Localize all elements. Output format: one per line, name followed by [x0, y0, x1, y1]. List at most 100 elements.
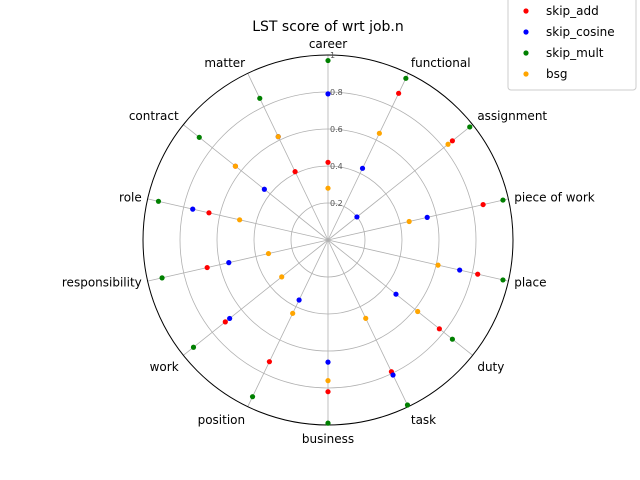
category-label: duty	[477, 360, 504, 374]
legend-label: skip_mult	[546, 46, 604, 60]
category-label: task	[411, 413, 436, 427]
series-skip_add	[204, 90, 486, 395]
data-point	[325, 91, 331, 97]
category-label: piece of work	[514, 190, 595, 204]
data-point	[206, 210, 212, 216]
data-point	[190, 344, 197, 350]
data-point	[325, 389, 331, 395]
category-label: role	[119, 190, 142, 204]
legend-label: skip_add	[546, 4, 599, 18]
data-point	[406, 218, 412, 225]
data-point	[415, 308, 421, 315]
data-point	[204, 264, 210, 271]
series-bsg	[232, 130, 451, 384]
data-point	[457, 267, 463, 273]
r-tick-label: 0.8	[330, 88, 343, 97]
data-point	[190, 206, 196, 212]
data-point	[480, 201, 486, 208]
data-point	[296, 297, 302, 303]
legend-label: bsg	[546, 67, 568, 81]
data-point	[436, 326, 442, 332]
category-label: assignment	[477, 109, 547, 123]
data-point	[249, 394, 256, 400]
spoke-line	[147, 239, 329, 282]
series-skip_mult	[155, 57, 506, 426]
data-point	[393, 291, 399, 297]
r-tick-label: 0.6	[330, 125, 343, 134]
data-point	[435, 262, 441, 268]
category-label: work	[150, 360, 179, 374]
category-label: responsibility	[62, 276, 142, 290]
data-point	[467, 124, 473, 130]
spoke-line	[183, 124, 329, 241]
r-tick-label: 0.4	[330, 162, 343, 171]
spoke-line	[327, 239, 473, 356]
data-point	[354, 214, 360, 220]
data-point	[196, 134, 202, 140]
data-point	[376, 130, 382, 136]
radial-tick-labels: 0.2 0.4 0.6 0.8 1	[330, 51, 343, 208]
series-skip_cosine	[190, 91, 463, 378]
data-point	[325, 378, 331, 384]
data-point	[403, 75, 409, 81]
data-point	[363, 315, 369, 321]
category-label: matter	[204, 56, 245, 70]
data-point	[266, 359, 273, 365]
data-point	[261, 186, 267, 192]
legend-marker	[523, 71, 529, 77]
data-point	[290, 310, 296, 316]
data-point	[292, 169, 298, 175]
chart-title: LST score of wrt job.n	[252, 19, 404, 35]
legend-frame	[507, 0, 637, 91]
legend-marker	[523, 50, 529, 56]
spoke-line	[247, 239, 329, 407]
data-point	[159, 275, 165, 281]
data-point	[500, 277, 506, 283]
data-point	[449, 336, 455, 342]
data-point	[279, 274, 285, 280]
data-point	[275, 134, 281, 140]
category-label: position	[198, 413, 246, 427]
category-label: business	[302, 432, 354, 446]
data-point	[265, 250, 272, 257]
data-point	[257, 95, 263, 101]
legend-label: skip_cosine	[546, 25, 615, 39]
data-point	[359, 165, 366, 171]
spoke-line	[327, 198, 509, 241]
data-point	[325, 185, 331, 191]
category-label: career	[309, 37, 347, 51]
data-point	[325, 159, 331, 165]
category-label: functional	[411, 56, 471, 70]
spoke-line	[327, 73, 409, 241]
data-point	[155, 198, 162, 204]
data-points	[155, 57, 506, 426]
category-labels: career functional assignment piece of work p…	[62, 37, 595, 446]
data-point	[445, 141, 451, 147]
polar-grid	[142, 54, 514, 426]
data-point	[226, 260, 232, 266]
legend-marker	[523, 8, 529, 14]
data-point	[404, 402, 411, 408]
data-point	[232, 163, 239, 169]
legend-marker	[523, 29, 529, 35]
spoke-line	[327, 239, 509, 282]
data-point	[475, 271, 481, 277]
data-point	[237, 217, 243, 223]
data-point	[325, 57, 331, 64]
data-point	[325, 359, 331, 365]
data-point	[500, 197, 506, 203]
spoke-line	[183, 239, 329, 356]
category-label: contract	[129, 109, 179, 123]
spoke-line	[247, 73, 329, 241]
data-point	[325, 420, 331, 426]
data-point	[424, 214, 430, 220]
r-tick-label: 1	[330, 51, 335, 60]
category-label: place	[514, 276, 546, 290]
data-point	[449, 138, 455, 144]
data-point	[390, 372, 396, 378]
r-tick-label: 0.2	[330, 199, 343, 208]
data-point	[227, 315, 233, 322]
